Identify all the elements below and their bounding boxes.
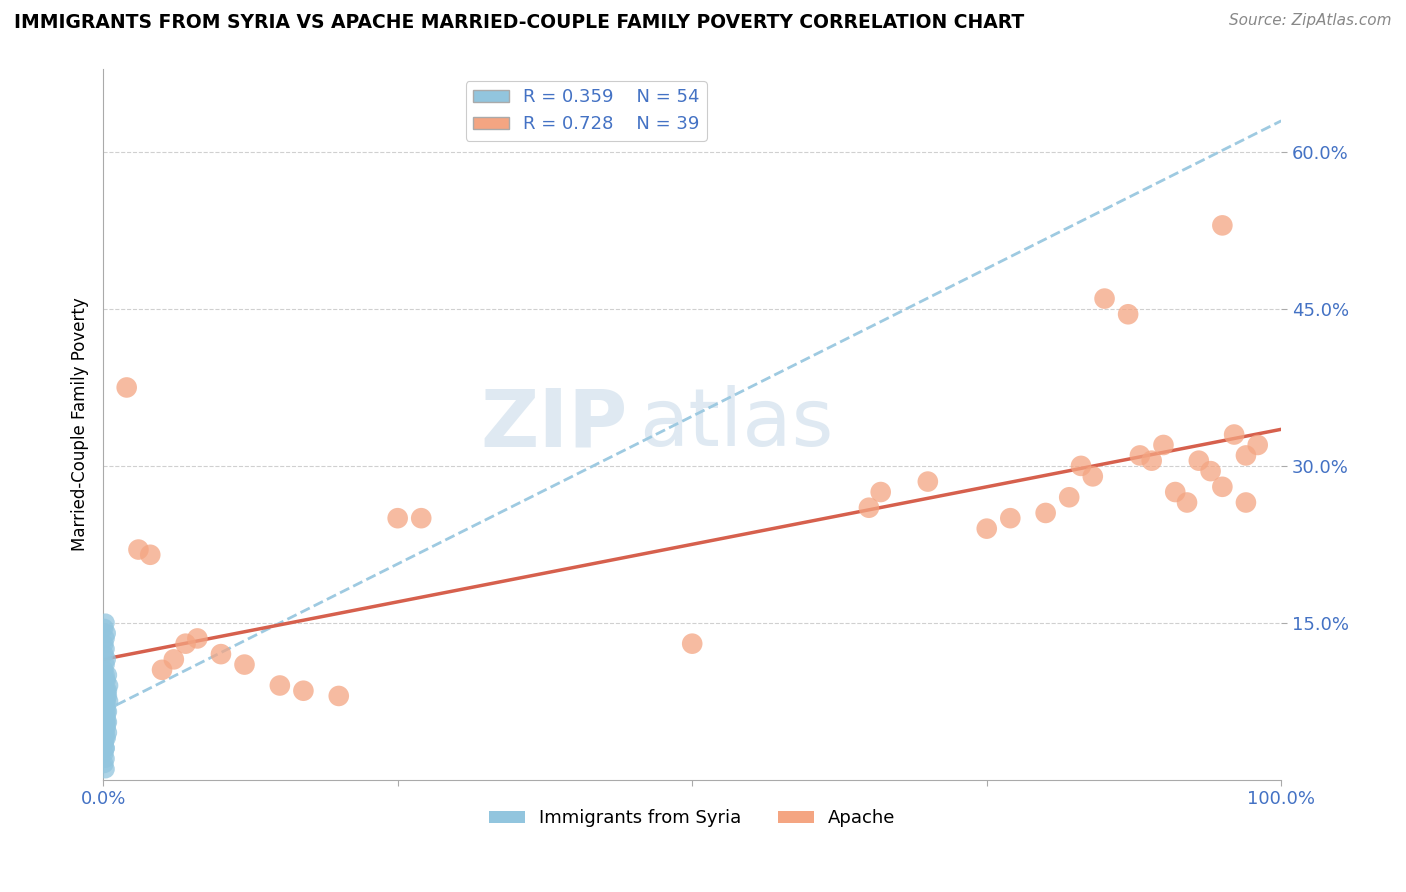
Point	[94, 752, 117, 766]
Point	[93, 663, 115, 677]
Point	[269, 678, 291, 692]
Point	[93, 689, 115, 703]
Point	[869, 485, 891, 500]
Point	[97, 715, 120, 730]
Point	[93, 621, 115, 635]
Text: IMMIGRANTS FROM SYRIA VS APACHE MARRIED-COUPLE FAMILY POVERTY CORRELATION CHART: IMMIGRANTS FROM SYRIA VS APACHE MARRIED-…	[14, 13, 1025, 32]
Point	[96, 626, 118, 640]
Point	[94, 741, 117, 756]
Point	[1081, 469, 1104, 483]
Point	[1164, 485, 1187, 500]
Point	[96, 705, 118, 719]
Point	[1152, 438, 1174, 452]
Point	[186, 632, 208, 646]
Point	[93, 710, 115, 724]
Point	[93, 699, 115, 714]
Point	[209, 647, 232, 661]
Point	[1199, 464, 1222, 478]
Point	[1140, 453, 1163, 467]
Point	[1234, 449, 1257, 463]
Point	[96, 694, 118, 708]
Point	[93, 725, 115, 739]
Point	[150, 663, 173, 677]
Point	[93, 736, 115, 750]
Point	[94, 632, 117, 646]
Point	[96, 673, 118, 688]
Point	[94, 699, 117, 714]
Point	[292, 683, 315, 698]
Point	[94, 731, 117, 745]
Point	[139, 548, 162, 562]
Point	[93, 747, 115, 761]
Point	[96, 683, 118, 698]
Point	[1035, 506, 1057, 520]
Point	[94, 720, 117, 734]
Point	[858, 500, 880, 515]
Legend: Immigrants from Syria, Apache: Immigrants from Syria, Apache	[482, 802, 903, 835]
Point	[1000, 511, 1022, 525]
Point	[94, 673, 117, 688]
Point	[387, 511, 409, 525]
Point	[96, 689, 118, 703]
Point	[94, 762, 117, 776]
Point	[93, 715, 115, 730]
Point	[681, 637, 703, 651]
Point	[96, 710, 118, 724]
Point	[96, 720, 118, 734]
Point	[1247, 438, 1270, 452]
Point	[93, 678, 115, 692]
Point	[917, 475, 939, 489]
Point	[97, 683, 120, 698]
Point	[98, 678, 121, 692]
Point	[328, 689, 350, 703]
Point	[1094, 292, 1116, 306]
Text: Source: ZipAtlas.com: Source: ZipAtlas.com	[1229, 13, 1392, 29]
Point	[93, 736, 115, 750]
Point	[115, 380, 138, 394]
Point	[96, 715, 118, 730]
Point	[174, 637, 197, 651]
Point	[1057, 490, 1080, 504]
Point	[1188, 453, 1211, 467]
Point	[1116, 307, 1139, 321]
Y-axis label: Married-Couple Family Poverty: Married-Couple Family Poverty	[72, 297, 89, 551]
Point	[96, 652, 118, 666]
Text: ZIP: ZIP	[481, 385, 627, 463]
Point	[1234, 495, 1257, 509]
Point	[97, 705, 120, 719]
Point	[93, 705, 115, 719]
Point	[94, 715, 117, 730]
Point	[94, 668, 117, 682]
Point	[98, 694, 121, 708]
Point	[1070, 458, 1092, 473]
Point	[94, 615, 117, 630]
Point	[1223, 427, 1246, 442]
Point	[96, 699, 118, 714]
Point	[97, 689, 120, 703]
Point	[1211, 219, 1233, 233]
Point	[411, 511, 433, 525]
Point	[94, 741, 117, 756]
Point	[97, 668, 120, 682]
Point	[94, 725, 117, 739]
Point	[127, 542, 149, 557]
Point	[96, 731, 118, 745]
Point	[97, 725, 120, 739]
Point	[94, 683, 117, 698]
Point	[94, 694, 117, 708]
Point	[163, 652, 186, 666]
Point	[93, 637, 115, 651]
Point	[93, 647, 115, 661]
Point	[976, 522, 998, 536]
Text: atlas: atlas	[640, 385, 834, 463]
Point	[93, 720, 115, 734]
Point	[93, 756, 115, 771]
Point	[94, 657, 117, 672]
Point	[94, 710, 117, 724]
Point	[1129, 449, 1152, 463]
Point	[1175, 495, 1198, 509]
Point	[94, 641, 117, 656]
Point	[233, 657, 256, 672]
Point	[1211, 480, 1233, 494]
